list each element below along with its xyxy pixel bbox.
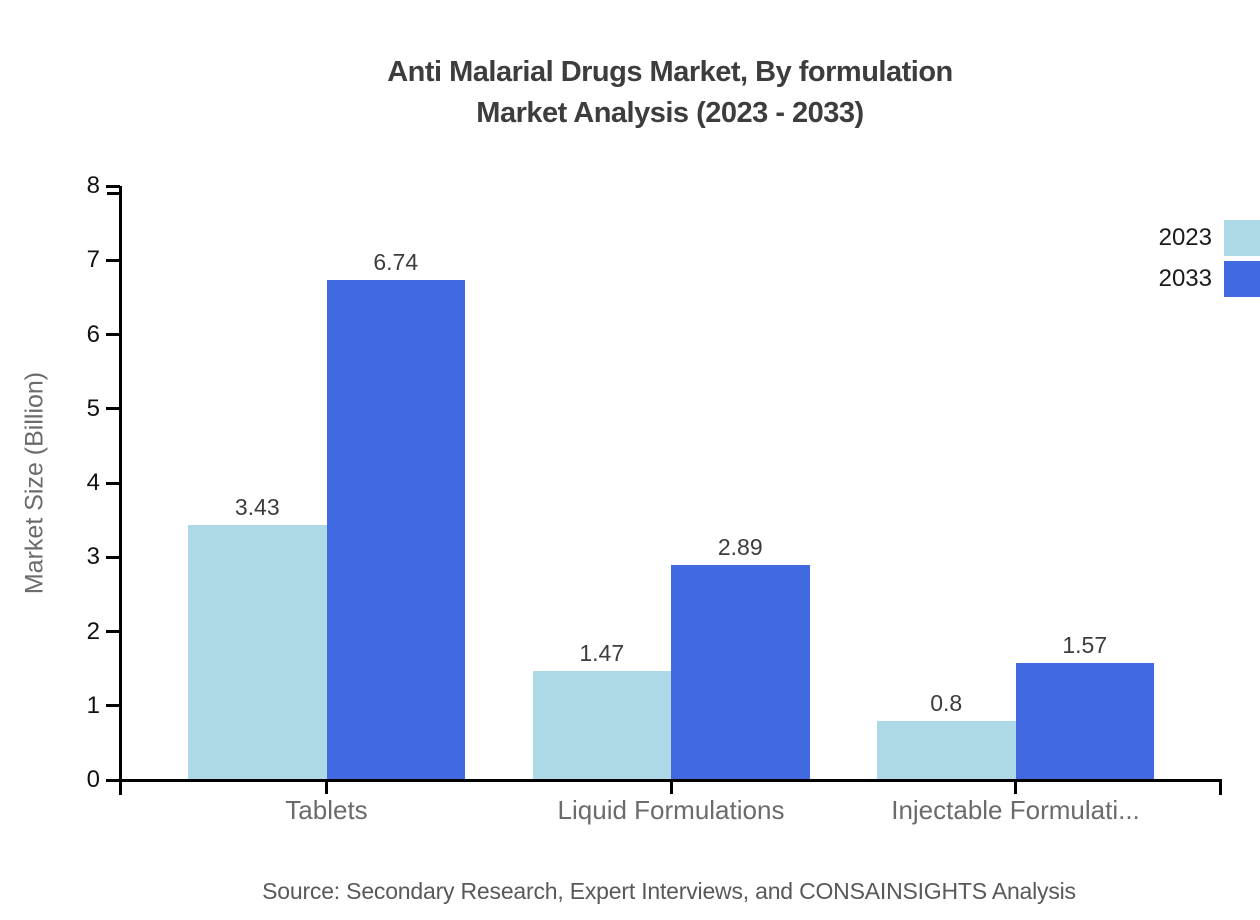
y-axis-line [119, 186, 122, 795]
category-label-injectable-formulati: Injectable Formulati... [891, 795, 1140, 825]
y-tick-label: 7 [86, 246, 100, 274]
bar-2033-tablets [326, 279, 465, 780]
y-axis-tick [106, 555, 120, 559]
x-axis-line [106, 779, 1222, 782]
category-label-tablets: Tablets [285, 795, 368, 825]
y-tick-label: 8 [86, 172, 100, 199]
y-axis-title: Market Size (Billion) [20, 371, 49, 595]
y-axis-tick [106, 258, 120, 262]
bar-2023-tablets [188, 525, 327, 780]
bar-value-label: 2.89 [717, 534, 763, 561]
x-axis-tick [1014, 780, 1017, 794]
chart-title: Anti Malarial Drugs Market, By formulati… [80, 52, 1260, 134]
y-tick-label: 4 [86, 469, 100, 496]
y-tick-label: 6 [86, 320, 100, 348]
bar-2033-injectable-formulati [1015, 663, 1154, 780]
bar-2033-liquid-formulations [671, 565, 810, 780]
category-label-liquid-formulations: Liquid Formulations [557, 795, 785, 825]
legend-swatch-2023 [1224, 220, 1260, 256]
bar-value-label: 3.43 [234, 494, 280, 521]
legend-label-2023: 2023 [1158, 224, 1212, 251]
y-axis-top-cap [107, 192, 120, 195]
bar-value-label: 1.57 [1062, 632, 1108, 659]
chart-title-line1: Anti Malarial Drugs Market, By formulati… [387, 56, 953, 88]
chart-title-line2: Market Analysis (2023 - 2033) [476, 97, 864, 129]
x-axis-end-cap [1219, 780, 1222, 795]
bar-value-label: 0.8 [930, 689, 963, 716]
y-tick-label: 3 [86, 543, 100, 571]
bar-2023-liquid-formulations [532, 670, 671, 780]
x-axis-tick [669, 780, 673, 794]
y-axis-tick [106, 184, 120, 188]
y-tick-label: 0 [86, 766, 100, 793]
bar-value-label: 1.47 [579, 639, 625, 666]
source-note: Source: Secondary Research, Expert Inter… [262, 878, 1076, 904]
bar-value-label: 6.74 [373, 248, 419, 275]
y-axis-tick [106, 630, 120, 633]
legend-swatch-2033 [1224, 261, 1260, 297]
y-tick-label: 5 [86, 394, 100, 422]
y-axis-tick [106, 407, 120, 411]
y-axis-tick [106, 481, 120, 485]
y-tick-label: 2 [86, 617, 100, 645]
y-axis-tick [106, 704, 120, 708]
y-axis-tick [106, 333, 120, 336]
y-tick-label: 1 [86, 691, 100, 719]
legend-label-2033: 2033 [1158, 265, 1212, 292]
bar-2023-injectable-formulati [877, 720, 1016, 780]
x-axis-tick [325, 780, 328, 794]
